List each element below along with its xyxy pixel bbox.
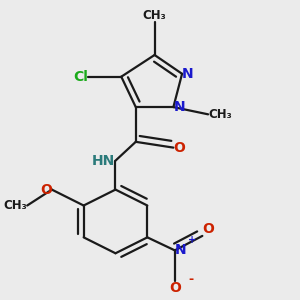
Text: O: O xyxy=(40,183,52,196)
Text: CH₃: CH₃ xyxy=(4,199,27,212)
Text: Cl: Cl xyxy=(73,70,88,84)
Text: +: + xyxy=(188,235,196,244)
Text: CH₃: CH₃ xyxy=(143,9,166,22)
Text: N: N xyxy=(182,67,194,81)
Text: CH₃: CH₃ xyxy=(208,108,232,121)
Text: O: O xyxy=(169,281,181,295)
Text: O: O xyxy=(202,222,214,236)
Text: N: N xyxy=(175,243,187,257)
Text: -: - xyxy=(189,273,194,286)
Text: HN: HN xyxy=(92,154,116,168)
Text: N: N xyxy=(173,100,185,114)
Text: O: O xyxy=(173,141,185,154)
